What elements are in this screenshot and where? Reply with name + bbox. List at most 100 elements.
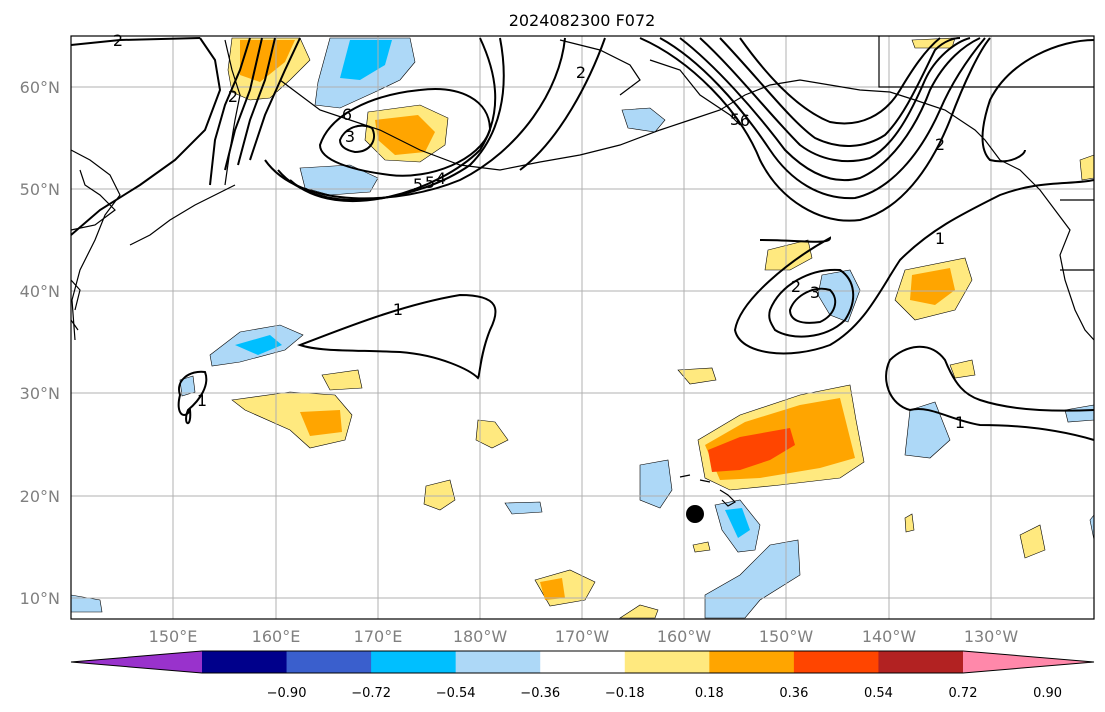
contour-line	[639, 37, 991, 222]
anomaly-positive	[904, 513, 915, 533]
colorbar-tick-label: 0.54	[864, 686, 893, 701]
anomaly-positive	[321, 369, 363, 391]
y-tick-label: 60°N	[20, 78, 60, 97]
colorbar-segment	[455, 651, 541, 673]
anomaly-positive	[423, 479, 456, 511]
anomaly-positive	[475, 419, 509, 449]
contour-line	[981, 39, 1095, 163]
contour-line	[289, 37, 497, 203]
contour-line	[70, 37, 222, 236]
anomaly-negative	[340, 40, 392, 80]
coastline	[559, 39, 741, 126]
contour-label: 1	[393, 300, 403, 319]
x-tick-label: 160°E	[252, 627, 301, 646]
contour-label: 2	[113, 31, 123, 50]
contour-labels: 2 2 6 5 5 4 3 2 1 1 1 2 3 1 5 6 2	[113, 31, 965, 432]
contour-label: 5	[425, 173, 435, 192]
contour-label: 2	[228, 87, 238, 106]
colorbar-segment	[202, 651, 288, 673]
anomaly-negative	[504, 501, 543, 515]
border	[878, 36, 1094, 88]
contour-line	[338, 124, 375, 154]
contour-label: 2	[935, 135, 945, 154]
contour-line	[659, 37, 986, 200]
contour-line	[768, 268, 855, 338]
x-tick-label: 140°W	[862, 627, 917, 646]
map-title: 2024082300 F072	[509, 11, 656, 30]
contour-label: 4	[436, 169, 446, 188]
colorbar-segment	[286, 651, 372, 673]
coastline	[70, 279, 81, 331]
contour-label: 3	[345, 127, 355, 146]
anomaly-positive	[910, 268, 955, 305]
colorbar-segment	[540, 651, 626, 673]
colorbar-segment	[709, 651, 795, 673]
coastline	[70, 149, 121, 341]
colorbar-tick-label: −0.90	[267, 686, 307, 701]
colorbar-segment	[878, 651, 964, 673]
contour-label: 3	[810, 283, 820, 302]
coastline	[679, 474, 736, 507]
contour-line	[70, 37, 201, 46]
x-tick-label: 160°W	[657, 627, 712, 646]
contour-line	[237, 37, 276, 166]
anomaly-negative	[179, 375, 196, 397]
anomaly-negative	[725, 508, 750, 538]
contour-line	[297, 293, 497, 380]
x-axis-labels: 150°E 160°E 170°E 180°W 170°W 160°W 150°…	[149, 627, 1019, 646]
map-frame	[70, 35, 1095, 620]
anomaly-positive	[540, 578, 565, 600]
anomaly-negative	[904, 401, 951, 459]
contour-line	[885, 345, 1095, 441]
contour-line	[739, 37, 941, 125]
x-tick-label: 180°W	[453, 627, 508, 646]
contour-label: 5	[413, 175, 423, 194]
contour-line	[249, 37, 301, 161]
contour-line	[679, 37, 981, 182]
gridlines	[71, 36, 1094, 619]
contour-label: 6	[740, 111, 750, 130]
y-tick-label: 30°N	[20, 384, 60, 403]
colorbar-tick-label: −0.18	[605, 686, 645, 701]
y-tick-label: 40°N	[20, 282, 60, 301]
contour-line	[224, 37, 263, 171]
contour-label: 2	[791, 277, 801, 296]
location-marker	[686, 505, 704, 523]
x-tick-label: 150°E	[149, 627, 198, 646]
contour-label: 1	[197, 391, 207, 410]
colorbar-tick-label: −0.72	[351, 686, 391, 701]
contour-label: 2	[576, 63, 586, 82]
contour-line	[277, 37, 505, 202]
colorbar-tick-label: 0.18	[695, 686, 724, 701]
contours	[70, 37, 1095, 441]
colorbar-segment	[793, 651, 879, 673]
contour-line	[719, 37, 961, 147]
colorbar-tick-label: −0.36	[520, 686, 560, 701]
colorbar-tick-label: 0.72	[949, 686, 978, 701]
contour-line	[209, 37, 251, 186]
x-tick-label: 170°E	[354, 627, 403, 646]
anomaly-negative	[817, 269, 861, 323]
anomaly-positive	[1019, 524, 1046, 559]
contour-label: 1	[935, 229, 945, 248]
colorbar-segment	[624, 651, 710, 673]
anomaly-positive	[692, 541, 711, 553]
colorbar-outline	[70, 650, 1095, 674]
contour-line	[177, 370, 208, 425]
contour-line	[519, 37, 606, 171]
x-tick-label: 130°W	[964, 627, 1019, 646]
contour-label: 6	[342, 105, 352, 124]
anomaly-positive	[708, 428, 795, 472]
colorbar-tick-label: −0.54	[436, 686, 476, 701]
anomaly-positive	[375, 115, 435, 155]
coastline	[999, 159, 1095, 341]
y-tick-label: 20°N	[20, 487, 60, 506]
anomaly-positive	[618, 604, 659, 619]
anomaly-negative	[235, 335, 282, 355]
y-axis-labels: 60°N 50°N 40°N 30°N 20°N 10°N	[20, 78, 60, 608]
border	[1060, 199, 1094, 271]
anomaly-negative	[621, 107, 666, 133]
anomaly-positive	[677, 367, 717, 385]
x-tick-label: 170°W	[555, 627, 610, 646]
